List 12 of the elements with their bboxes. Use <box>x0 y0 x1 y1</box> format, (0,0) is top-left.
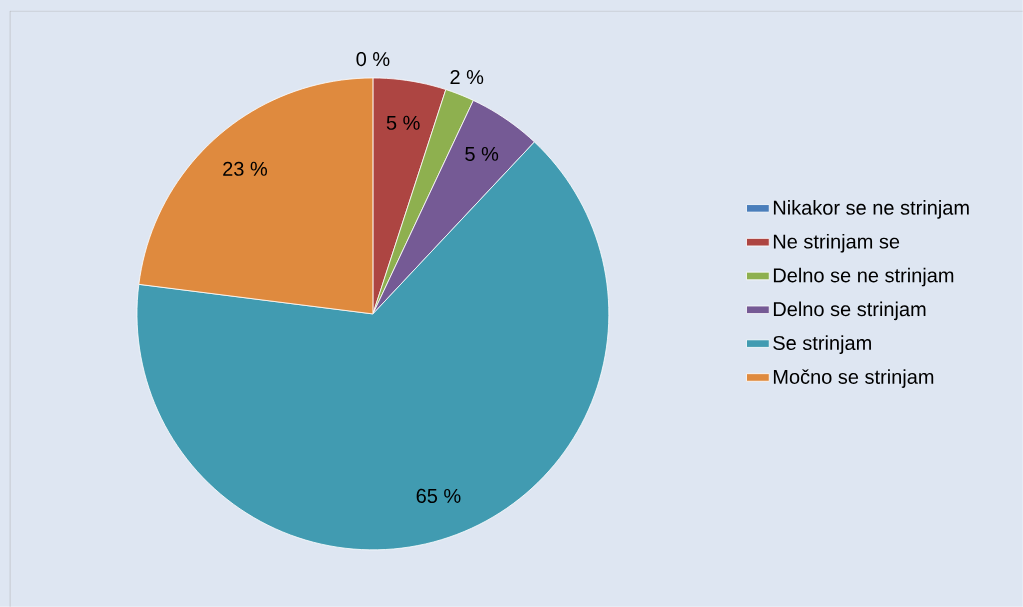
data-label: 5 % <box>386 115 420 130</box>
data-label: 65 % <box>416 488 461 503</box>
data-label: 23 % <box>223 161 268 176</box>
legend-label: Delno se strinjam <box>773 301 926 321</box>
legend-label: Močno se strinjam <box>773 369 934 388</box>
legend-label: Ne strinjam se <box>773 233 900 253</box>
legend-label: Delno se ne strinjam <box>773 267 954 287</box>
data-label: 2 % <box>450 69 484 84</box>
legend-label: Nikakor se ne strinjam <box>773 200 969 219</box>
legend-label: Se strinjam <box>773 335 871 354</box>
text: 0 % <box>356 51 390 67</box>
data-label: 5 % <box>465 146 499 161</box>
